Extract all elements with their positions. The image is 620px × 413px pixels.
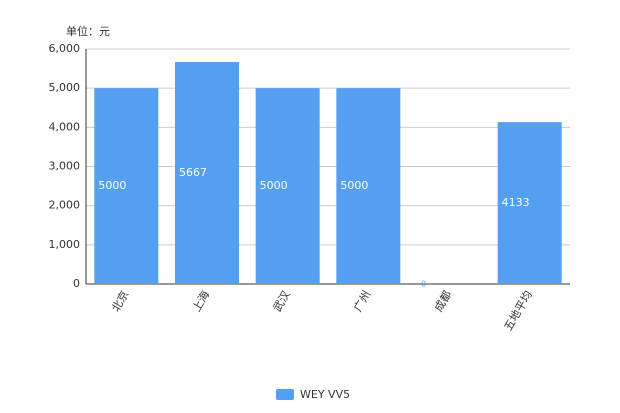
- y-tick-label: 5,000: [49, 81, 81, 94]
- x-tick-label: 五地平均: [502, 289, 535, 334]
- bar: [336, 88, 401, 285]
- y-tick-label: 0: [73, 277, 80, 290]
- value-label: 5000: [340, 179, 368, 192]
- bar: [497, 122, 562, 284]
- x-tick-label: 上海: [189, 288, 212, 314]
- bar: [94, 88, 159, 285]
- y-tick-label: 2,000: [49, 199, 81, 212]
- y-tick-label: 3,000: [49, 160, 81, 173]
- y-tick-label: 6,000: [49, 42, 81, 55]
- x-tick-label: 武汉: [271, 289, 293, 315]
- x-tick-label: 北京: [108, 288, 131, 314]
- value-label: 5000: [260, 179, 288, 192]
- x-tick-label: 成都: [432, 289, 454, 315]
- value-label: 5000: [98, 179, 126, 192]
- value-label: 4133: [502, 196, 530, 209]
- legend-swatch: [276, 389, 294, 400]
- y-tick-label: 4,000: [49, 120, 81, 133]
- bar: [255, 88, 320, 285]
- x-tick-label: 广州: [351, 289, 373, 315]
- y-tick-label: 1,000: [49, 238, 81, 251]
- legend-label: WEY VV5: [300, 388, 350, 401]
- bar: [175, 62, 239, 285]
- value-label: 0: [421, 280, 426, 289]
- unit-label: 单位：元: [66, 24, 110, 38]
- value-label: 5667: [179, 166, 207, 179]
